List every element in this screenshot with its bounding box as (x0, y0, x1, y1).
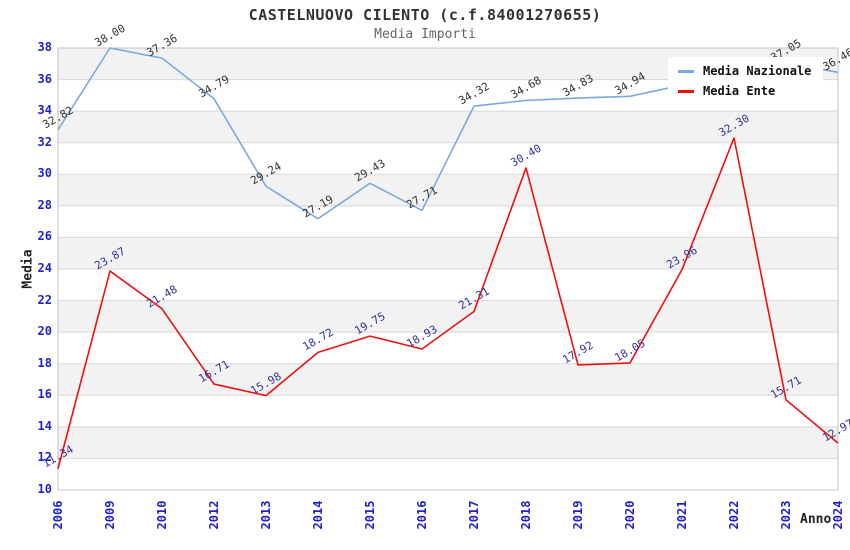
legend: Media Nazionale Media Ente (668, 57, 824, 105)
chart-title: CASTELNUOVO CILENTO (c.f.84001270655) (248, 6, 602, 24)
x-axis-title: Anno (800, 512, 832, 527)
chart-subtitle: Media Importi (374, 27, 476, 42)
y-axis-title: Media (20, 249, 36, 289)
legend-item-media-ente[interactable]: Media Ente (678, 83, 811, 99)
media-ente-line-swatch-icon (678, 89, 694, 93)
media-nazionale-line-swatch-icon (678, 69, 694, 73)
legend-label: Media Ente (703, 84, 776, 98)
legend-item-media-nazionale[interactable]: Media Nazionale (678, 63, 811, 79)
series-line-media-ente (57, 137, 839, 470)
legend-label: Media Nazionale (703, 64, 812, 78)
